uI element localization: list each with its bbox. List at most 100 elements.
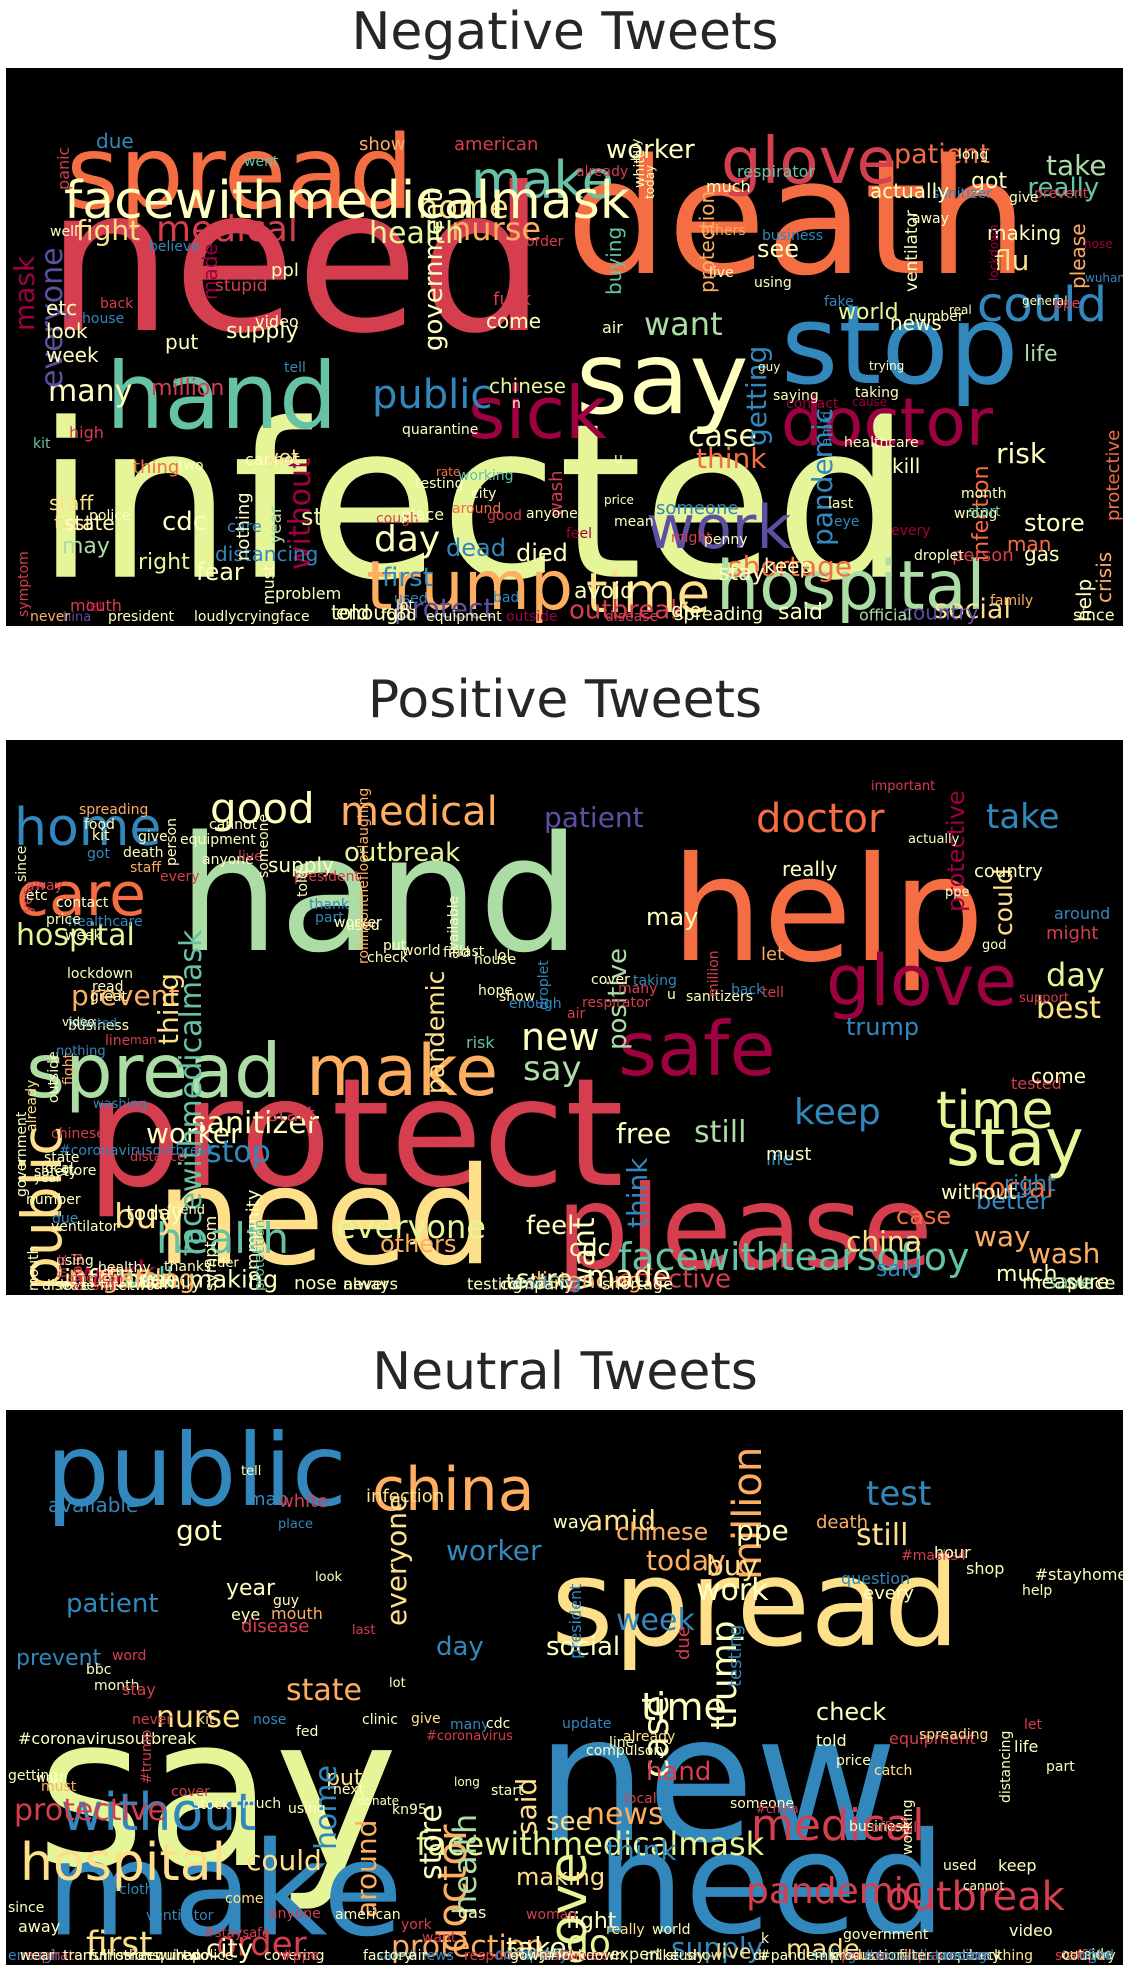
word-really: really [782, 857, 837, 881]
word-day: day [1046, 956, 1105, 994]
word-check: check [816, 1698, 886, 1726]
word-may: may [62, 534, 110, 559]
word-video: video [62, 1015, 95, 1029]
word-testing: testing [415, 476, 464, 492]
word-help: help [1022, 1583, 1052, 1599]
word-around: around [452, 501, 501, 517]
word-risk: risk [466, 1033, 495, 1052]
word-cloth: cloth [90, 1265, 125, 1281]
word-patient: patient [894, 139, 990, 170]
word-month: month [961, 486, 1006, 502]
word-actually: actually [908, 832, 960, 847]
word-year: year [226, 1576, 276, 1601]
word-million: million [725, 1447, 771, 1580]
word-thing: thing [997, 1948, 1033, 1964]
word-said: said [876, 1257, 921, 1282]
word-case: case [896, 1202, 951, 1230]
word-prevent: prevent [71, 979, 179, 1012]
word-man: man [130, 1033, 157, 1047]
word-want: want [567, 1217, 602, 1291]
word-could: could [989, 868, 1018, 936]
word-come: come [486, 309, 541, 333]
word-equipment: equipment [426, 609, 502, 625]
word-required: required [141, 1948, 200, 1964]
word-keep: keep [764, 554, 812, 578]
word-start: start [968, 504, 1001, 520]
word-due: due [96, 129, 134, 153]
word-fight: fight [76, 214, 140, 247]
word-government: government [14, 1111, 30, 1197]
word-chinese: chinese [51, 1126, 105, 1142]
word-better: better [976, 1187, 1050, 1215]
word-nose: nose [253, 1712, 286, 1728]
word-made: made [586, 1259, 671, 1294]
word-doctor: doctor [781, 384, 994, 461]
word-home: home [418, 188, 509, 226]
word-could: could [977, 277, 1107, 333]
word-hospital: hospital [16, 918, 135, 953]
word-cloud-negative: need death infected say stop china hand spread g… [6, 68, 1123, 626]
word-n95: #n95 [522, 1948, 560, 1964]
word-still: still [694, 1115, 746, 1150]
word-buy: buy [114, 1197, 177, 1237]
word-look: look [119, 1266, 169, 1294]
word-find: find [443, 945, 470, 961]
word-making: making [987, 221, 1061, 245]
word-using: using [56, 1253, 94, 1269]
word-staysafe: #staysafe [204, 1926, 270, 1941]
word-want: want [422, 1930, 457, 1946]
word-house: house [82, 311, 124, 327]
word-hand: hand [646, 1757, 711, 1787]
word-today: today [643, 165, 657, 199]
word-yet: yet [267, 445, 299, 469]
word-last: last [352, 1623, 375, 1638]
word-cause: cause [852, 395, 887, 409]
word-part: part [315, 910, 344, 926]
word-person: person [952, 545, 1014, 566]
word-always: always [343, 1274, 398, 1293]
word-washing: washing [93, 1097, 147, 1112]
word-glove: glove [826, 940, 1017, 1022]
word-please: please [1066, 223, 1090, 289]
word-kit: kit [33, 436, 51, 452]
word-outbreak: outbreak [886, 1874, 1066, 1920]
word-give: give [1009, 190, 1039, 206]
word-protection: protection [252, 1219, 268, 1291]
word-outside: outside [506, 609, 558, 625]
word-every: every [160, 869, 200, 885]
word-sale: sale [376, 1948, 404, 1964]
word-cough: cough [376, 511, 419, 527]
word-thing: thing [152, 973, 185, 1045]
word-government: government [843, 1927, 929, 1943]
word-chinese: chinese [489, 374, 566, 398]
word-loudlycryingface: loudlycryingface [194, 609, 310, 625]
word-food: food [84, 817, 115, 833]
word-lockdown: #lockdown [546, 1948, 624, 1964]
word-really: really [606, 1922, 645, 1938]
word-social: social [934, 594, 1011, 625]
word-two: two [183, 1948, 209, 1964]
word-nurse: nurse [156, 1700, 240, 1735]
word-mean: mean [614, 514, 654, 530]
word-official: official [859, 605, 912, 624]
word-support: support [1019, 991, 1069, 1006]
word-spread: spread [551, 1535, 960, 1674]
word-first: first [382, 563, 433, 593]
word-thank: thank [309, 897, 350, 913]
word-cdc: cdc [486, 1716, 510, 1732]
word-shop: shop [966, 1559, 1004, 1578]
word-masks4: #masks4 [901, 1548, 967, 1564]
word-wash: wash [36, 1771, 67, 1785]
word-staff: staff [49, 491, 95, 515]
word-without: without [283, 457, 318, 570]
word-need: need [596, 1803, 946, 1965]
word-well: well [118, 1261, 174, 1294]
word-many: many [450, 1717, 489, 1733]
word-enough: enough [509, 996, 562, 1012]
word-thing: thing [133, 457, 179, 478]
word-healthy: healthy [98, 1260, 151, 1276]
word-told: told [295, 870, 311, 897]
word-tell: tell [762, 985, 784, 1001]
word-life: life [766, 1149, 793, 1170]
word-safe: safe [618, 1005, 776, 1093]
